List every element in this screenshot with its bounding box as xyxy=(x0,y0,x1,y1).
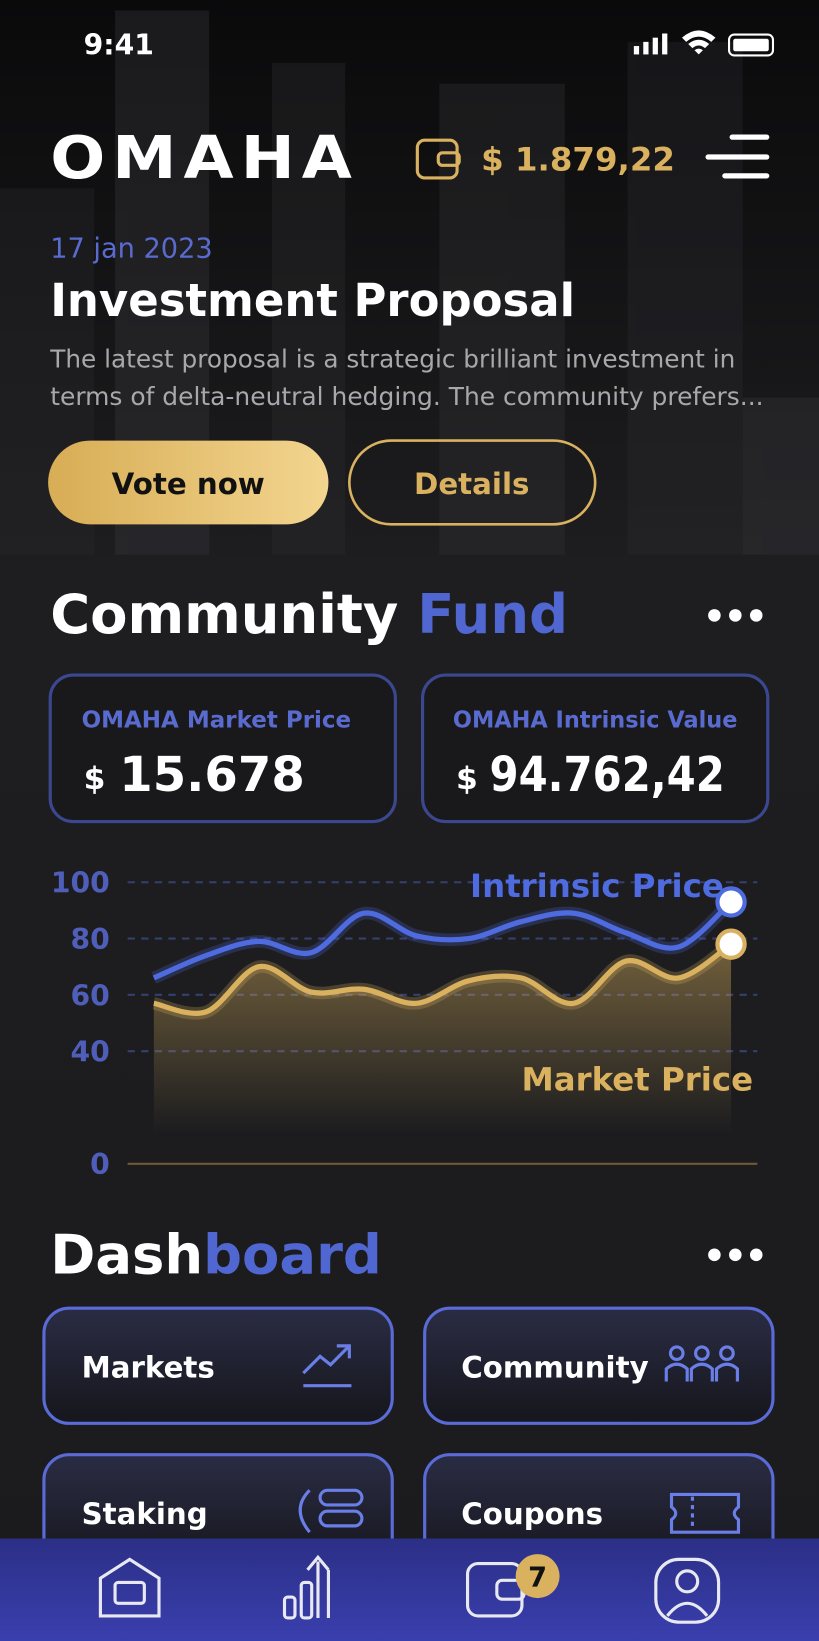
button-bg xyxy=(48,440,329,525)
card-label: OMAHA Market Price xyxy=(82,707,352,733)
price-card: OMAHA Market Price $ 15.678 xyxy=(48,673,397,824)
title-part: board xyxy=(203,1224,382,1287)
button-label: Details xyxy=(414,467,529,501)
series-line xyxy=(153,941,733,1016)
balance[interactable]: $ 1.879,22 xyxy=(481,141,675,179)
proposal-description: The latest proposal is a strategic brill… xyxy=(49,344,735,373)
tile-label: Staking xyxy=(82,1497,208,1531)
section-title: Dashboard xyxy=(50,1224,382,1287)
card-label: OMAHA Intrinsic Value xyxy=(453,707,738,733)
button-label: Vote now xyxy=(112,467,265,501)
card-currency: $ xyxy=(456,761,478,797)
tile-label: Coupons xyxy=(461,1497,603,1531)
nav-stats[interactable] xyxy=(282,1554,331,1620)
y-tick-label: 40 xyxy=(71,1036,110,1069)
card-value: 94.762,42 xyxy=(490,747,725,803)
series-end-dot xyxy=(715,928,747,960)
more-button[interactable] xyxy=(708,1248,763,1262)
proposal-title: Investment Proposal xyxy=(50,274,575,327)
series-area xyxy=(153,944,732,1133)
status-icons xyxy=(633,30,775,57)
proposal-date: 17 jan 2023 xyxy=(50,233,212,264)
price-card: OMAHA Intrinsic Value $ 94.762,42 xyxy=(421,673,770,824)
tile[interactable]: Community xyxy=(423,1306,775,1425)
status-time: 9:41 xyxy=(84,28,154,61)
tile[interactable]: Markets xyxy=(42,1306,394,1425)
series-label: Market Price xyxy=(521,1061,753,1099)
more-button[interactable] xyxy=(708,609,763,622)
nav-badge xyxy=(515,1554,560,1599)
y-tick-label: 80 xyxy=(71,923,110,956)
section-title: Community Fund xyxy=(50,583,568,646)
button-bg xyxy=(348,439,597,526)
chart: 0 40 60 80 100 Intrinsic Price Market Price xyxy=(51,867,758,1181)
series-end-dot xyxy=(715,886,747,918)
series-line xyxy=(152,899,733,981)
tile-label: Community xyxy=(461,1350,648,1384)
series-label: Intrinsic Price xyxy=(470,867,724,905)
y-tick-label: 100 xyxy=(51,867,110,900)
staking-icon xyxy=(298,1488,364,1534)
wallet-icon xyxy=(415,138,461,180)
bottom-nav: 7 xyxy=(0,1538,819,1641)
menu-button[interactable] xyxy=(705,134,770,179)
city-backdrop xyxy=(0,10,819,555)
badge-count: 7 xyxy=(528,1563,547,1594)
vote-button[interactable]: Vote now xyxy=(48,440,329,525)
nav-profile[interactable] xyxy=(654,1557,721,1624)
title-part: Community xyxy=(50,583,398,646)
y-tick-label: 60 xyxy=(71,979,110,1012)
card-value: 15.678 xyxy=(119,747,305,803)
nav-portfolio[interactable] xyxy=(98,1557,161,1618)
proposal-description: terms of delta-neutral hedging. The comm… xyxy=(50,382,763,411)
title-part: Dash xyxy=(50,1224,203,1287)
tile-label: Markets xyxy=(82,1350,215,1384)
community-icon xyxy=(664,1345,739,1382)
details-button[interactable]: Details xyxy=(348,439,597,526)
title-part: Fund xyxy=(417,583,568,646)
y-tick-label: 0 xyxy=(90,1148,110,1181)
brand: OMAHA xyxy=(50,124,359,192)
coupons-icon xyxy=(669,1492,741,1534)
markets-icon xyxy=(302,1344,352,1388)
card-currency: $ xyxy=(84,761,106,797)
